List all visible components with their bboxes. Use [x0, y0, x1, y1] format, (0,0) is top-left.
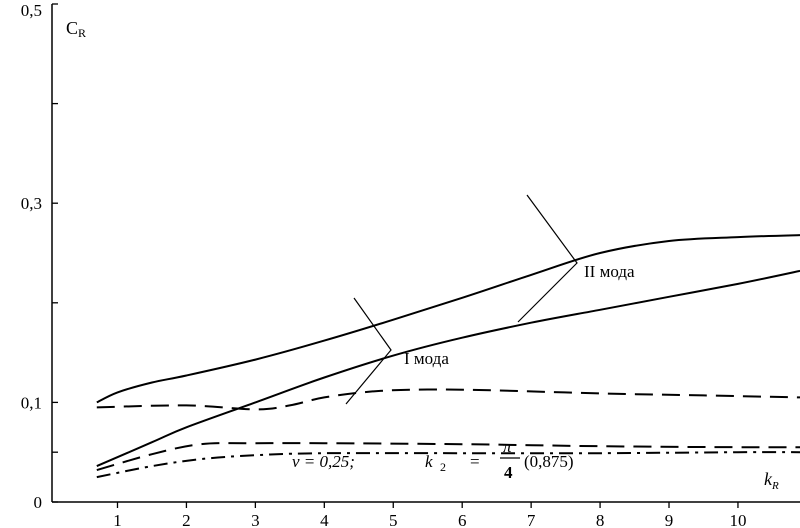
series-line-dash-dot-4 [96, 451, 800, 479]
y-tick-label: 0,5 [21, 1, 42, 20]
x-tick-label: 4 [320, 511, 329, 528]
x-axis-title-main: k [764, 469, 773, 489]
x-tick-label: 7 [527, 511, 536, 528]
mode2-label: II мода [584, 262, 635, 281]
formula-frac-num: π [503, 437, 512, 456]
x-axis-title: kR [764, 469, 779, 492]
x-tick-label: 6 [458, 511, 467, 528]
y-ticks: 0 0,1 0,3 0,5 [21, 1, 58, 512]
y-tick-label: 0 [34, 493, 43, 512]
x-axis-title-sub: R [771, 480, 779, 492]
formula-k: k [425, 452, 433, 471]
formula-frac-den: 4 [504, 463, 513, 482]
mode1-leader-line [345, 297, 392, 405]
curves [96, 234, 800, 479]
formula-eq: = [470, 452, 480, 471]
x-tick-label: 5 [389, 511, 398, 528]
y-axis-title: CR [66, 18, 86, 40]
x-tick-label: 9 [665, 511, 674, 528]
y-tick-label: 0,1 [21, 393, 42, 412]
formula-k-sub: 2 [440, 460, 446, 474]
mode2-leader-line [517, 194, 578, 323]
formula-nu: ν = 0,25; [292, 452, 355, 471]
series-line-solid-1 [96, 269, 800, 468]
x-tick-label: 2 [182, 511, 191, 528]
y-tick-label: 0,3 [21, 194, 42, 213]
x-tick-label: 10 [729, 511, 746, 528]
x-tick-label: 8 [596, 511, 605, 528]
series-line-solid-0 [96, 234, 800, 404]
parameter-formula: ν = 0,25; k 2 = π 4 (0,875) [292, 437, 574, 482]
mode1-label: I мода [404, 349, 449, 368]
formula-paren: (0,875) [524, 452, 574, 471]
x-ticks: 1 2 3 4 5 6 7 8 9 10 [113, 502, 746, 528]
y-axis-title-main: C [66, 18, 78, 38]
y-axis-title-sub: R [78, 26, 86, 40]
x-tick-label: 3 [251, 511, 260, 528]
series-line-dashed-3 [96, 442, 800, 472]
x-tick-label: 1 [113, 511, 122, 528]
series-line-dashed-2 [96, 388, 800, 411]
